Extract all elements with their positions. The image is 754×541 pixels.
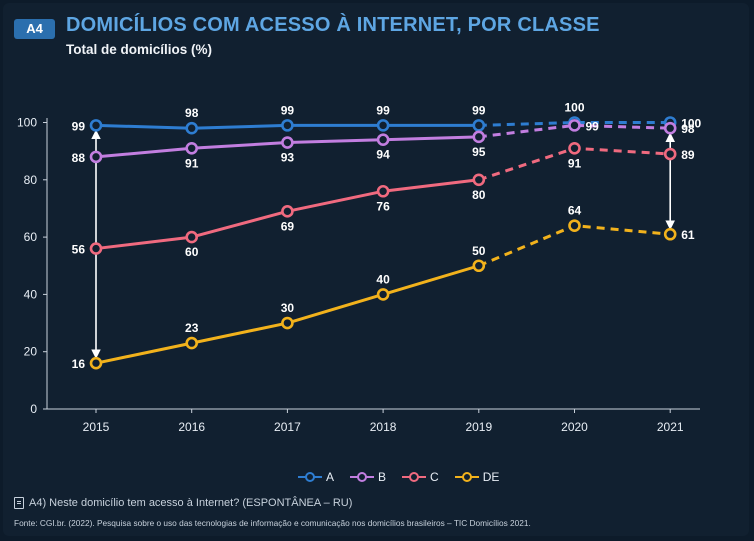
data-label-a: 99 (72, 119, 86, 133)
data-point-de (281, 316, 294, 330)
data-point-a (281, 119, 294, 132)
data-label-de: 64 (568, 204, 582, 218)
series-line-projected-b (478, 123, 671, 139)
data-point-c (185, 230, 198, 244)
data-label-c: 91 (568, 156, 582, 170)
x-tick-label: 2018 (370, 420, 397, 434)
data-label-c: 56 (72, 243, 86, 257)
data-label-de: 30 (281, 301, 295, 315)
data-label-b: 93 (281, 151, 295, 165)
y-tick-label: 80 (24, 173, 38, 187)
legend-label: A (326, 470, 335, 484)
data-point-b (568, 119, 581, 132)
x-tick-label: 2016 (178, 420, 205, 434)
data-point-b (663, 121, 677, 135)
data-point-a (89, 119, 103, 132)
data-label-a: 99 (472, 103, 486, 117)
data-point-b (89, 150, 103, 164)
chart-subtitle: Total de domicílios (%) (66, 42, 213, 57)
legend-marker (298, 472, 322, 482)
data-point-c (568, 141, 581, 155)
data-label-de: 61 (681, 228, 695, 242)
series-line-projected-a (478, 121, 671, 127)
data-label-c: 89 (681, 148, 695, 162)
data-label-c: 80 (472, 188, 486, 202)
data-point-c (89, 242, 103, 255)
data-label-de: 40 (376, 272, 390, 286)
figure-badge: A4 (14, 19, 55, 39)
data-label-de: 50 (472, 244, 486, 258)
data-label-b: 98 (681, 122, 695, 136)
data-label-b: 99 (586, 119, 600, 133)
data-point-de (663, 227, 677, 241)
legend-marker (402, 472, 427, 482)
legend-label: DE (482, 470, 500, 484)
x-tick-label: 2017 (274, 420, 301, 434)
data-point-c (472, 173, 486, 187)
data-label-de: 16 (72, 357, 86, 371)
x-tick-label: 2021 (657, 420, 684, 434)
y-tick-label: 40 (24, 287, 38, 301)
y-tick-label: 60 (24, 230, 38, 244)
data-label-a: 99 (281, 103, 295, 117)
data-label-b: 91 (185, 156, 199, 170)
data-point-a (376, 119, 390, 132)
y-tick-label: 0 (30, 402, 37, 416)
data-point-c (376, 184, 390, 198)
x-tick-label: 2019 (465, 420, 492, 434)
survey-question: A4) Neste domicílio tem acesso à Interne… (14, 497, 352, 509)
x-tick-label: 2020 (561, 420, 588, 434)
data-label-a: 99 (376, 103, 390, 117)
data-point-c (663, 147, 677, 161)
data-point-de (472, 259, 486, 273)
legend-marker (350, 472, 375, 482)
y-tick-label: 20 (24, 345, 38, 359)
data-point-c (281, 205, 294, 218)
legend-label: C (430, 470, 439, 484)
data-label-c: 69 (281, 219, 295, 233)
legend-item-a: A (298, 470, 334, 484)
data-label-a: 100 (681, 117, 701, 131)
data-point-b (472, 130, 486, 144)
data-point-a (185, 121, 198, 135)
chart-legend: A B C DE (298, 470, 499, 484)
data-point-de (376, 288, 390, 301)
survey-question-text: A4) Neste domicílio tem acesso à Interne… (29, 497, 353, 509)
data-point-de (185, 336, 198, 350)
chart-title: DOMICÍLIOS COM ACESSO À INTERNET, POR CL… (66, 14, 600, 36)
data-label-c: 60 (185, 245, 199, 259)
legend-label: B (378, 470, 387, 484)
data-point-de (568, 219, 581, 232)
legend-item-b: B (350, 470, 386, 484)
data-point-b (185, 141, 198, 155)
data-label-a: 98 (185, 106, 199, 120)
data-label-b: 95 (472, 145, 486, 159)
data-label-b: 88 (72, 151, 86, 165)
legend-item-c: C (402, 470, 439, 484)
data-label-de: 23 (185, 321, 199, 335)
data-point-b (376, 133, 390, 146)
data-point-a (472, 119, 486, 132)
data-label-a: 100 (564, 101, 584, 115)
data-point-de (89, 356, 103, 370)
data-point-b (281, 136, 294, 149)
x-tick-label: 2015 (83, 420, 110, 434)
legend-item-de: DE (454, 470, 500, 484)
source-note: Fonte: CGI.br. (2022). Pesquisa sobre o … (14, 518, 531, 528)
data-label-b: 94 (376, 148, 390, 162)
chart-panel (3, 3, 749, 536)
data-label-c: 76 (376, 199, 390, 213)
document-icon (14, 497, 24, 509)
y-tick-label: 100 (17, 116, 37, 130)
legend-marker (454, 472, 479, 482)
